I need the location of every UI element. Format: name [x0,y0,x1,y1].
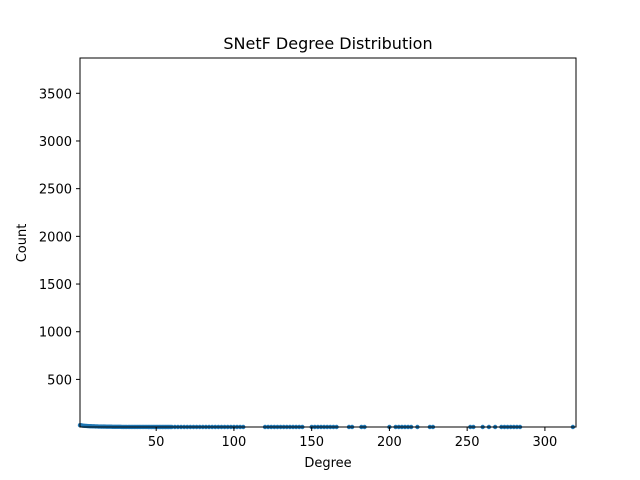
y-tick-label: 1000 [39,326,72,341]
x-axis-title: Degree [304,456,351,471]
x-axis-ticks: 50 100 150 200 250 300 [148,427,557,450]
y-tick-label: 3500 [39,87,72,102]
y-tick-label: 2500 [39,183,72,198]
x-tick-label: 200 [377,435,402,450]
y-tick-label: 3000 [39,135,72,150]
chart-title: SNetF Degree Distribution [223,34,432,53]
x-tick-label: 100 [222,435,247,450]
x-tick-label: 250 [455,435,480,450]
y-axis-title: Count [15,224,30,263]
x-tick-label: 300 [532,435,557,450]
x-tick-label: 50 [148,435,165,450]
x-tick-label: 150 [299,435,324,450]
y-tick-label: 1500 [39,278,72,293]
y-axis-ticks: 500 1000 1500 2000 2500 3000 3500 [39,87,80,388]
y-tick-label: 500 [47,373,72,388]
plot-area-frame [79,57,577,428]
y-tick-label: 2000 [39,230,72,245]
